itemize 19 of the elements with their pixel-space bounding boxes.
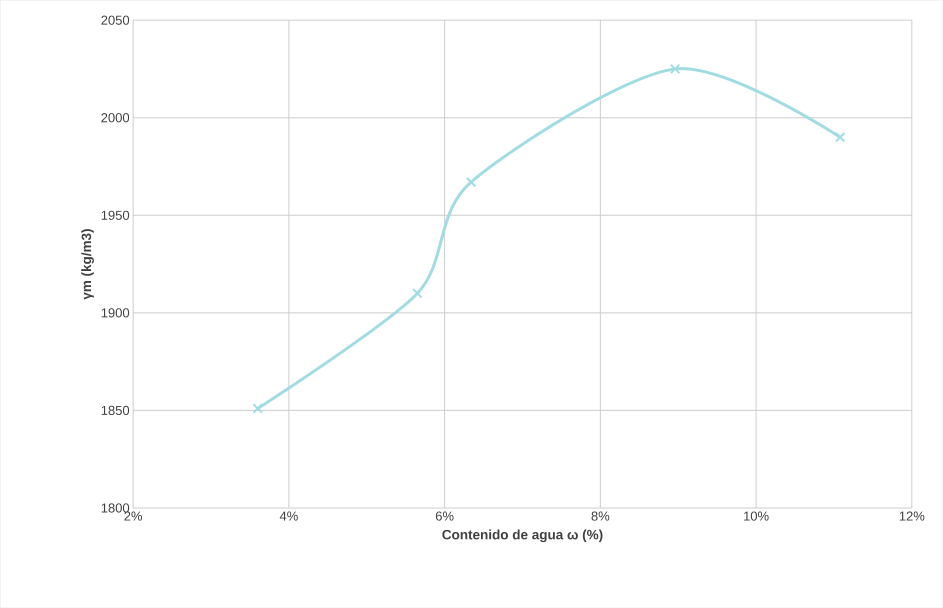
x-tick-label: 4%: [280, 511, 298, 521]
point: [834, 132, 846, 142]
x-axis-title: Contenido de agua ω (%): [442, 529, 602, 542]
y-axis-title: γm (kg/m3): [81, 229, 94, 300]
y-tick-label: 1950: [102, 210, 130, 220]
y-tick-label: 1800: [102, 503, 130, 513]
point: [466, 176, 476, 188]
x-tick-label: 8%: [592, 511, 610, 521]
y-tick-label: 2050: [101, 16, 130, 25]
x-tick-label: 10%: [744, 511, 769, 521]
x-tick-label: 6%: [436, 511, 454, 521]
point: [670, 64, 680, 74]
y-tick-label: 2000: [101, 113, 130, 122]
y-tick-label: 1900: [102, 308, 130, 318]
point: [412, 288, 423, 299]
x-tick-label: 12%: [900, 511, 924, 521]
x-tick-label: 2%: [124, 511, 142, 521]
y-tick-label: 1850: [102, 406, 130, 415]
point: [252, 403, 263, 414]
